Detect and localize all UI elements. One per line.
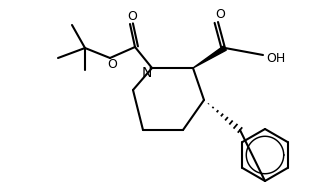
Text: N: N xyxy=(142,66,152,80)
Polygon shape xyxy=(193,46,226,68)
Text: O: O xyxy=(127,10,137,23)
Text: O: O xyxy=(107,59,117,72)
Text: O: O xyxy=(215,9,225,22)
Text: OH: OH xyxy=(266,53,285,66)
